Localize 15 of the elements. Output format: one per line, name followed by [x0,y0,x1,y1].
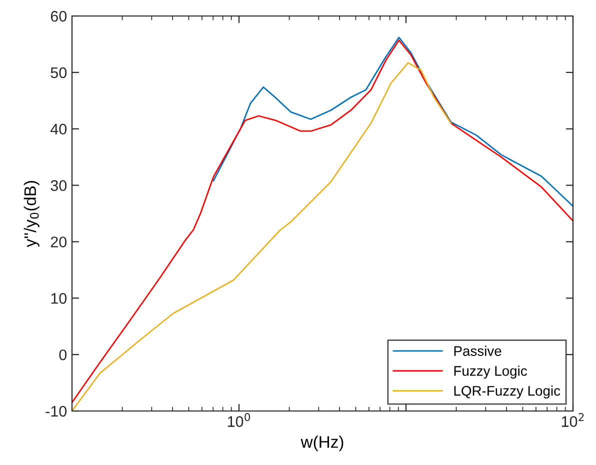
y-tick-label: 0 [59,349,67,360]
y-tick-label: -10 [46,406,67,417]
x-axis-title: w(Hz) [300,436,344,452]
x-tick-label: 10$^{0}$ [228,413,250,427]
legend-label: LQR-Fuzzy Logic [454,386,560,398]
y-tick-label: 50 [50,67,67,78]
y-tick-label: 30 [50,180,67,191]
y-tick-label: 60 [50,10,67,22]
legend-label: Fuzzy Logic [454,366,527,379]
y-tick-label: 10 [51,293,67,304]
legend-label: Passive [454,346,502,356]
y-tick-label: 20 [50,236,67,248]
y-axis-title: y''/y$_{0}$(dB) [24,181,40,248]
y-tick-label: 40 [50,124,67,135]
x-tick-label: 10$^{2}$ [562,413,584,427]
